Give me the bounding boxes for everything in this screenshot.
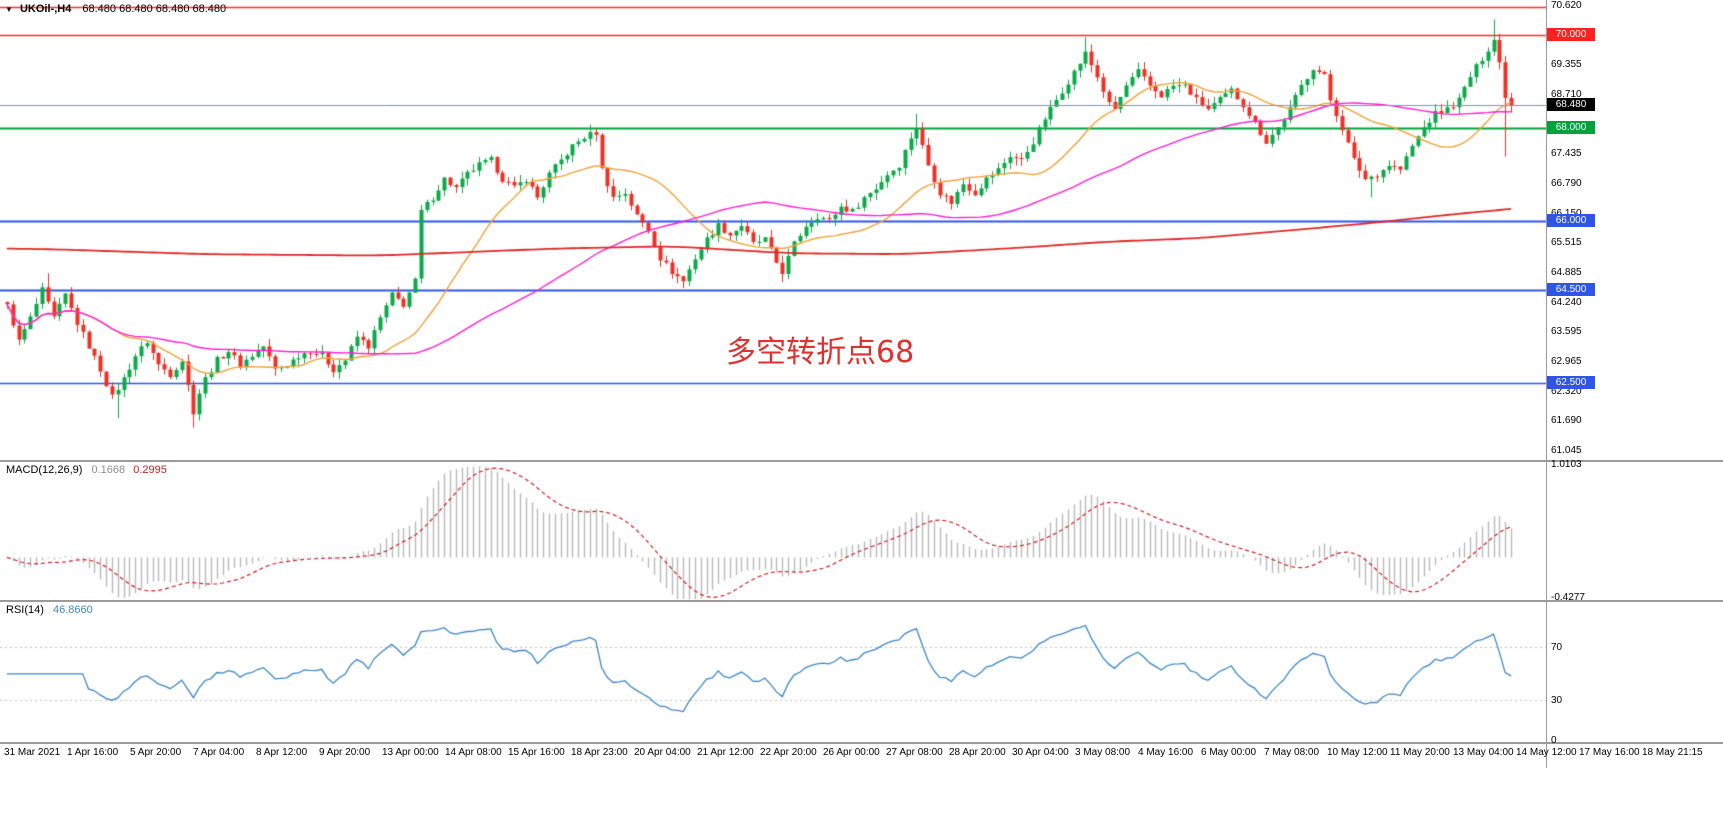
price-axis-label: 64.885 (1551, 266, 1582, 278)
symbol-dropdown-icon[interactable]: ▼ (5, 5, 13, 14)
rsi-value: 46.8660 (52, 604, 93, 616)
price-axis-badge: 68.000 (1547, 120, 1595, 134)
panel-separator-macd[interactable] (0, 460, 1723, 462)
rsi-axis-label: 30 (1551, 695, 1563, 707)
macd-name: MACD(12,26,9) (6, 464, 83, 476)
time-axis-label: 4 May 16:00 (1138, 747, 1194, 758)
time-axis-label: 8 Apr 12:00 (256, 747, 308, 758)
price-axis-border[interactable] (1546, 0, 1547, 768)
price-axis-label: 61.690 (1551, 415, 1582, 427)
price-axis-label: 70.620 (1551, 0, 1582, 11)
panel-separator-time[interactable] (0, 742, 1723, 744)
time-axis-label: 20 Apr 04:00 (634, 747, 691, 758)
macd-canvas[interactable] (0, 462, 1546, 600)
time-axis-label: 5 Apr 20:00 (130, 747, 182, 758)
time-axis-label: 21 Apr 12:00 (697, 747, 754, 758)
rsi-canvas[interactable] (0, 602, 1546, 742)
main-chart-canvas[interactable] (0, 0, 1546, 460)
rsi-indicator-label: RSI(14) 46.8660 (6, 604, 93, 616)
time-axis-label: 13 May 04:00 (1453, 747, 1514, 758)
time-axis-label: 1 Apr 16:00 (67, 747, 119, 758)
symbol-timeframe-label: UKOil-,H4 (19, 3, 72, 15)
time-axis-label: 18 Apr 23:00 (571, 747, 628, 758)
price-axis-label: 67.435 (1551, 148, 1582, 160)
panel-separator-rsi[interactable] (0, 600, 1723, 602)
rsi-axis-label: 0 (1551, 735, 1557, 746)
time-axis-label: 11 May 20:00 (1390, 747, 1450, 758)
time-axis-label: 7 May 08:00 (1264, 747, 1320, 758)
time-axis-label: 30 Apr 04:00 (1012, 747, 1069, 758)
macd-indicator-label: MACD(12,26,9) 0.1668 0.2995 (6, 464, 167, 476)
time-axis-label: 18 May 21:15 (1642, 747, 1703, 758)
time-axis-label: 27 Apr 08:00 (886, 747, 943, 758)
price-axis-label: 66.150 (1551, 208, 1582, 219)
time-axis-label: 13 Apr 00:00 (382, 747, 439, 758)
time-axis-label: 15 Apr 16:00 (508, 747, 565, 758)
price-axis-badge: 64.500 (1547, 283, 1595, 297)
chart-title-bar: ▼ UKOil-,H4 68.480 68.480 68.480 68.480 (5, 3, 226, 15)
price-axis-badge: 68.480 (1547, 98, 1595, 112)
price-axis-label: 66.790 (1551, 178, 1582, 189)
rsi-name: RSI(14) (6, 604, 44, 616)
time-axis-label: 9 Apr 20:00 (319, 747, 371, 758)
ohlc-readout: 68.480 68.480 68.480 68.480 (82, 3, 227, 15)
time-axis-label: 3 May 08:00 (1075, 747, 1131, 758)
chart-annotation: 多空转折点68 (726, 335, 915, 370)
macd-signal-value: 0.2995 (133, 464, 167, 476)
price-axis-label: 65.515 (1551, 237, 1582, 249)
price-axis-label: 62.965 (1551, 355, 1582, 367)
time-axis-label: 17 May 16:00 (1579, 747, 1640, 758)
price-axis-badge: 66.000 (1547, 213, 1595, 227)
time-axis-label: 14 Apr 08:00 (445, 747, 502, 758)
rsi-axis-label: 70 (1551, 642, 1563, 654)
price-axis-badge: 70.000 (1547, 27, 1595, 41)
macd-axis-label: -0.4277 (1551, 592, 1585, 603)
price-axis-label: 62.320 (1551, 385, 1582, 397)
price-axis-label: 69.355 (1551, 58, 1582, 70)
macd-axis-label: 1.0103 (1551, 459, 1582, 470)
time-axis-label: 6 May 00:00 (1201, 747, 1257, 758)
time-axis-label: 26 Apr 00:00 (823, 747, 880, 758)
time-axis-label: 28 Apr 20:00 (949, 747, 1006, 758)
time-axis-label: 14 May 12:00 (1516, 747, 1577, 758)
time-axis-label: 10 May 12:00 (1327, 747, 1388, 758)
time-axis-label: 7 Apr 04:00 (193, 747, 245, 758)
price-axis-label: 68.710 (1551, 88, 1582, 100)
price-axis-label: 64.240 (1551, 296, 1582, 308)
price-axis-badge: 62.500 (1547, 376, 1595, 390)
price-axis-label: 63.595 (1551, 326, 1582, 338)
time-axis-label: 22 Apr 20:00 (760, 747, 817, 758)
macd-main-value: 0.1668 (91, 464, 126, 476)
price-axis-label: 61.045 (1551, 445, 1582, 456)
time-axis-label: 31 Mar 2021 (4, 747, 61, 758)
